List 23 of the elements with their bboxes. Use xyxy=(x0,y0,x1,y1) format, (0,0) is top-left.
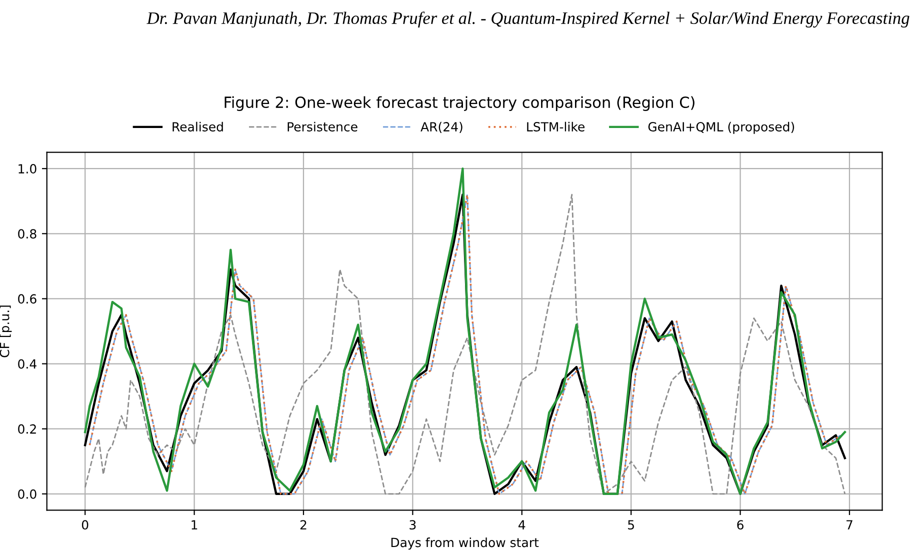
legend-label: AR(24) xyxy=(420,122,462,133)
chart-title: Figure 2: One-week forecast trajectory comparison (Region C) xyxy=(224,96,694,111)
y-tick-label: 0.6 xyxy=(18,294,36,304)
x-tick-label: 4 xyxy=(518,520,526,530)
legend-label: Persistence xyxy=(288,122,358,132)
x-tick-label: 1 xyxy=(192,520,198,530)
legend-label: LSTM-like xyxy=(527,122,584,132)
x-tick-label: 3 xyxy=(410,520,416,530)
x-axis-title: Days from window start xyxy=(391,538,539,550)
y-tick-label: 0.2 xyxy=(18,424,36,434)
y-tick-label: 0.4 xyxy=(18,359,36,369)
legend-label: Realised xyxy=(172,122,223,132)
x-tick-label: 2 xyxy=(300,520,306,530)
x-tick-label: 7 xyxy=(846,520,852,530)
x-tick-label: 5 xyxy=(628,520,634,530)
legend-label: GenAI+QML (proposed) xyxy=(648,122,794,134)
text: Dr. Pavan Manjunath, Dr. Thomas Prufer et al. - Quantum-Inspired Kernel + Solar/Wind Energy Forecasting xyxy=(146,12,910,28)
y-axis-title: CF [p.u.] xyxy=(0,306,12,358)
y-tick-label: 1.0 xyxy=(18,164,36,174)
x-tick-label: 6 xyxy=(737,520,744,530)
y-tick-label: 0.0 xyxy=(18,489,36,499)
x-tick-label: 0 xyxy=(82,520,88,530)
y-tick-label: 0.8 xyxy=(18,229,36,239)
